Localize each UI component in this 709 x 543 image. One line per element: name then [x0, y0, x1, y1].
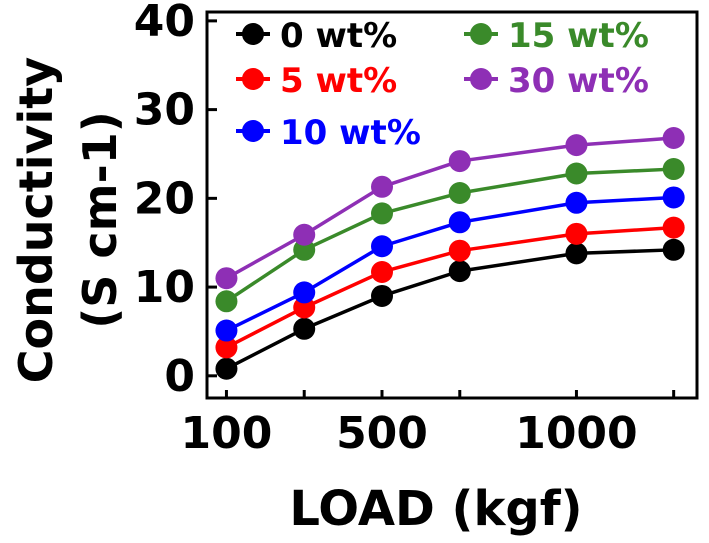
data-point	[293, 281, 316, 304]
series-line	[225, 195, 674, 333]
y-tick-label: 40	[134, 0, 195, 47]
data-point	[565, 242, 588, 265]
series-5-wt	[215, 216, 685, 359]
x-axis-label: LOAD (kgf)	[289, 481, 582, 537]
y-tick-label: 0	[164, 351, 195, 402]
data-point	[215, 319, 238, 342]
legend-marker	[242, 120, 264, 142]
plot-frame	[205, 10, 699, 400]
data-point	[215, 357, 238, 380]
legend-item: 10 wt%	[236, 113, 421, 153]
data-point	[293, 296, 316, 319]
data-point	[371, 260, 393, 283]
series-0-wt	[215, 238, 685, 380]
x-axis: 100 500 1000	[181, 390, 676, 459]
series-line	[225, 225, 674, 349]
series-line	[225, 136, 674, 280]
x-tick-label: 500	[336, 408, 428, 459]
y-tick-label: 20	[134, 173, 195, 224]
series-line	[225, 167, 674, 303]
legend-label: 0 wt%	[280, 16, 397, 56]
data-point	[565, 134, 588, 157]
legend-item: 30 wt%	[464, 61, 649, 101]
data-point	[371, 202, 393, 225]
legend-item: 15 wt%	[464, 16, 649, 56]
y-axis-label-line2: (S cm-1)	[73, 111, 127, 329]
data-point	[215, 336, 238, 359]
data-point	[371, 235, 393, 258]
data-point	[448, 150, 471, 173]
x-tick-label: 1000	[515, 408, 637, 459]
legend-item: 0 wt%	[236, 16, 397, 56]
y-axis: 0 10 20 30 40	[134, 0, 217, 402]
data-point	[565, 222, 588, 245]
legend-item: 5 wt%	[236, 61, 397, 101]
data-point	[448, 211, 471, 234]
data-point	[448, 182, 471, 205]
data-point	[565, 162, 588, 185]
data-point	[662, 158, 685, 181]
data-point	[293, 238, 316, 261]
legend-label: 30 wt%	[508, 61, 649, 101]
data-point	[662, 238, 685, 261]
legend-label: 15 wt%	[508, 16, 649, 56]
data-point	[662, 127, 685, 150]
legend-marker	[242, 23, 264, 45]
y-axis-label-line1: Conductivity	[9, 57, 63, 384]
data-point	[448, 239, 471, 262]
y-tick-label: 30	[134, 85, 195, 136]
data-point	[565, 191, 588, 214]
x-tick-label: 100	[181, 408, 273, 459]
data-point	[662, 186, 685, 209]
series-line	[225, 248, 674, 371]
series-15-wt	[215, 158, 685, 313]
legend-marker	[470, 68, 492, 90]
legend-label: 5 wt%	[280, 61, 397, 101]
data-point	[293, 223, 316, 246]
legend-label: 10 wt%	[280, 113, 421, 153]
data-point	[371, 284, 393, 307]
series-10-wt	[215, 186, 685, 342]
data-point	[371, 175, 393, 198]
data-point	[215, 267, 238, 290]
legend: 0 wt% 5 wt% 10 wt% 15 wt% 30 wt%	[236, 16, 649, 153]
legend-marker	[470, 23, 492, 45]
data-point	[662, 216, 685, 239]
data-point	[448, 260, 471, 283]
series-30-wt	[215, 127, 685, 290]
series-layer	[215, 127, 685, 380]
y-tick-label: 10	[134, 262, 195, 313]
data-point	[215, 290, 238, 313]
legend-marker	[242, 68, 264, 90]
data-point	[293, 317, 316, 340]
